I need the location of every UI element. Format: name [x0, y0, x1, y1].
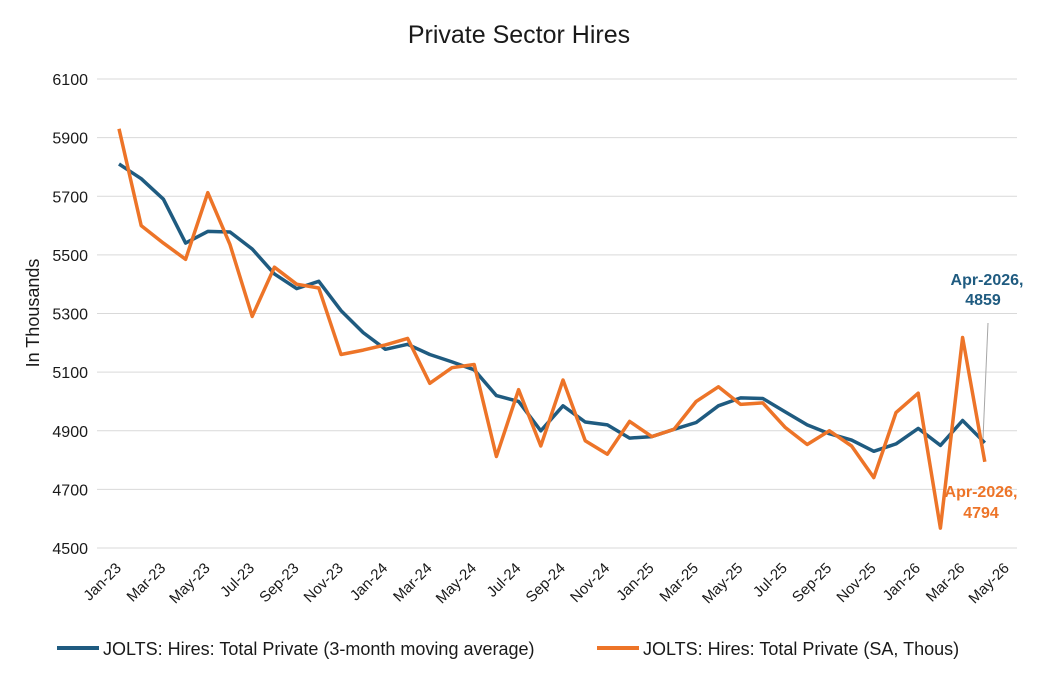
x-tick-label: Jul-25	[750, 560, 791, 601]
y-tick-label: 4500	[52, 541, 88, 558]
annotation-sa-label-line1: Apr-2026,	[945, 484, 1018, 501]
y-tick-label: 6100	[52, 72, 88, 89]
x-tick-label: Jan-25	[613, 560, 657, 604]
x-tick-label: Sep-25	[789, 560, 835, 606]
y-tick-label: 5900	[52, 131, 88, 148]
x-tick-label: Nov-25	[833, 560, 879, 606]
annotation-leader-line	[982, 322, 989, 440]
y-tick-label: 5100	[52, 365, 88, 382]
x-tick-label: Jan-26	[880, 560, 924, 604]
y-tick-label: 5300	[52, 307, 88, 324]
x-tick-label: Mar-24	[390, 560, 436, 606]
x-tick-label: May-23	[166, 560, 213, 607]
y-axis-label: In Thousands	[23, 259, 43, 368]
y-tick-labels: 4500 4700 4900 5100 5300 5500 5700 5900 6100	[52, 72, 88, 558]
legend: JOLTS: Hires: Total Private (3-month mov…	[57, 639, 959, 659]
series-lines	[117, 128, 987, 530]
x-tick-label: Mar-23	[124, 560, 170, 606]
annotation-ma-label-line1: Apr-2026,	[951, 272, 1024, 289]
x-tick-label: May-26	[965, 560, 1012, 607]
x-tick-label: Jan-23	[80, 560, 124, 604]
series-line-total-private-sa	[117, 128, 987, 530]
y-tick-label: 4700	[52, 482, 88, 499]
legend-label-sa: JOLTS: Hires: Total Private (SA, Thous)	[643, 639, 959, 659]
x-tick-label: May-25	[699, 560, 746, 607]
annotation-ma-label-line2: 4859	[965, 292, 1001, 309]
y-tick-label: 4900	[52, 424, 88, 441]
x-tick-label: Jul-24	[484, 560, 525, 601]
x-tick-label: Nov-23	[301, 560, 347, 606]
y-tick-label: 5700	[52, 189, 88, 206]
x-tick-label: Sep-23	[256, 560, 302, 606]
chart-title: Private Sector Hires	[408, 21, 630, 49]
gridlines	[97, 78, 1017, 549]
x-tick-label: Mar-26	[923, 560, 969, 606]
y-tick-label: 5500	[52, 248, 88, 265]
x-tick-label: Sep-24	[523, 560, 569, 606]
x-tick-label: Jul-23	[217, 560, 258, 601]
annotation-sa-label-line2: 4794	[963, 505, 999, 522]
x-tick-label: May-24	[433, 560, 480, 607]
x-tick-label: Mar-25	[656, 560, 702, 606]
x-tick-label: Nov-24	[567, 560, 613, 606]
x-tick-label: Jan-24	[347, 560, 391, 604]
legend-label-ma: JOLTS: Hires: Total Private (3-month mov…	[103, 639, 535, 659]
